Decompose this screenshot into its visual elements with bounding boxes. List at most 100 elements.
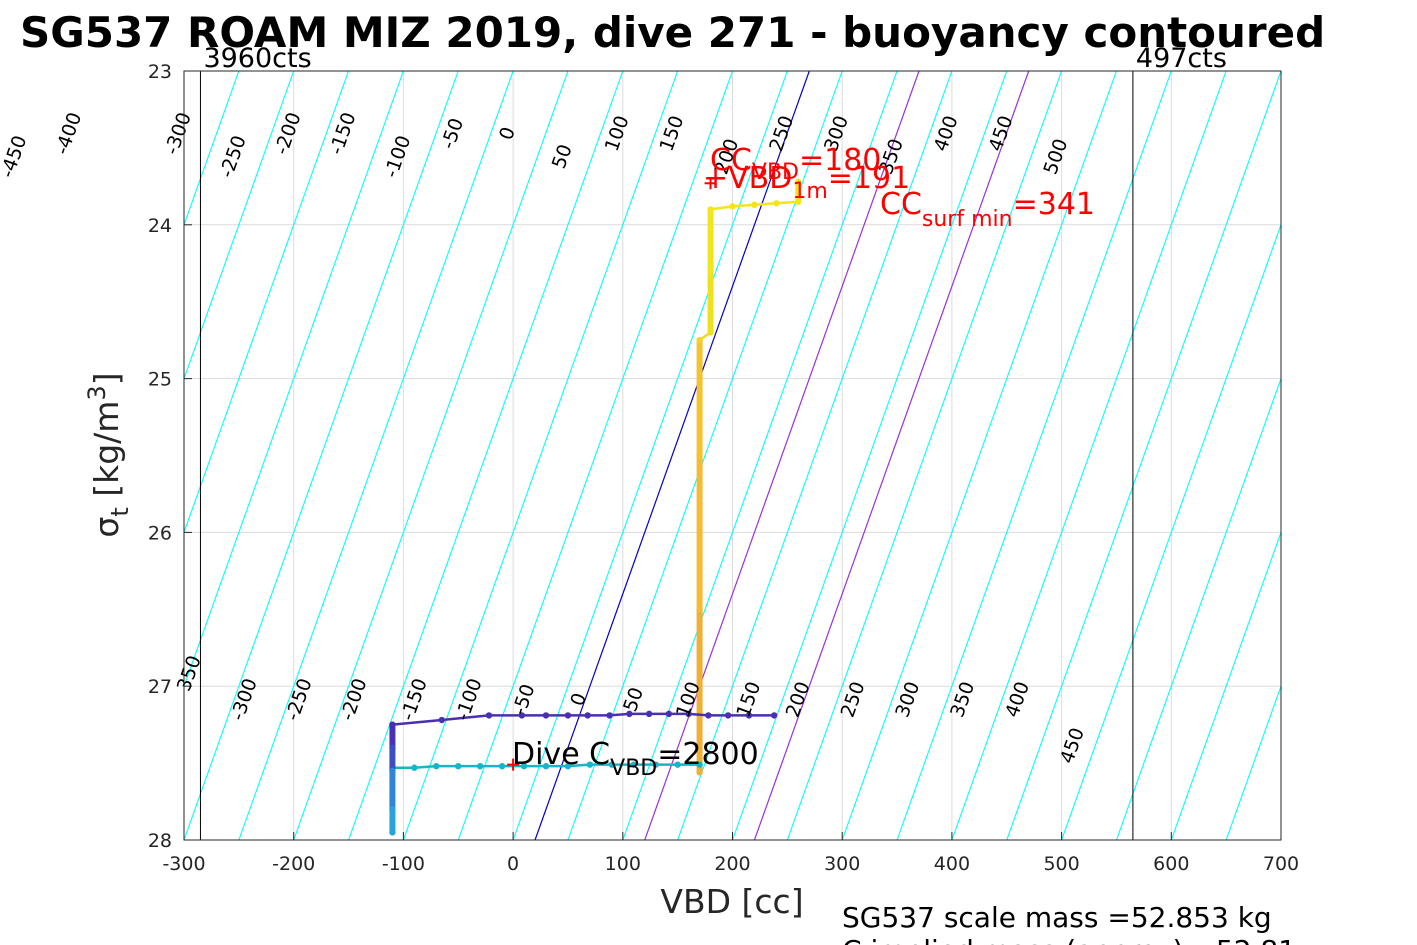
y-axis-label: σt [kg/m3]: [83, 372, 134, 537]
data-point: [745, 712, 753, 719]
data-point: [542, 762, 550, 770]
annotation-vbd-1m: +VBD1m=191: [703, 161, 910, 204]
data-point: [729, 203, 736, 210]
series-segment: [709, 205, 734, 211]
y-label-sigma: σ: [87, 517, 126, 538]
contour-line: [1170, 530, 1281, 840]
annotation-dive-cvbd: Dive CVBD=2800: [512, 737, 759, 781]
y-tick-label: 25: [148, 369, 172, 391]
data-point: [584, 712, 591, 719]
series-segment: [775, 200, 800, 205]
x-tick-label: -300: [162, 853, 205, 875]
data-point: [608, 761, 616, 768]
contour-line: [184, 71, 459, 840]
data-point: [389, 829, 396, 836]
data-point: [707, 329, 714, 336]
data-point: [685, 710, 692, 718]
contour-line: [786, 71, 1063, 840]
contour-line: [677, 71, 953, 840]
contour-line: [1006, 71, 1281, 840]
data-point: [630, 761, 637, 768]
x-tick-label: -100: [382, 853, 425, 875]
x-tick-label: 200: [714, 853, 750, 875]
x-tick-label: 600: [1153, 853, 1189, 875]
data-point: [485, 712, 493, 719]
data-point: [433, 762, 440, 770]
data-point: [696, 769, 703, 776]
annotation-cc-surf-min: CCsurf min=341: [880, 187, 1095, 232]
data-point: [542, 712, 550, 719]
x-tick-label: 700: [1263, 853, 1299, 875]
contour-line: [1115, 376, 1281, 840]
contour-line: [238, 71, 514, 840]
data-point: [751, 201, 758, 209]
contour-line: [348, 71, 624, 840]
data-point: [665, 710, 673, 718]
y-label-units: [kg/m: [87, 401, 126, 508]
buoyancy-contours: [184, 71, 1281, 840]
data-point: [520, 762, 528, 770]
series-segment: [608, 712, 631, 717]
data-point: [476, 762, 484, 770]
contour-line: [512, 71, 788, 840]
data-point: [564, 762, 572, 770]
data-point: [674, 761, 681, 768]
contour-line: [1061, 223, 1281, 840]
data-point: [586, 761, 594, 768]
data-point: [696, 606, 703, 613]
y-tick-label: 26: [148, 522, 172, 544]
contour-line: [896, 71, 1172, 840]
contour-line: [184, 71, 404, 688]
reference-line-cc-surf-min: [753, 71, 1030, 840]
series-segment: [391, 718, 444, 726]
y-tick-label: 28: [148, 830, 172, 852]
series-segment: [440, 714, 491, 722]
annotation-cc-vbd: CCVBD=180: [710, 143, 881, 185]
data-point: [724, 712, 732, 719]
x-tick-label: 0: [507, 853, 519, 875]
data-point: [707, 206, 714, 213]
data-point: [455, 762, 462, 770]
contour-line: [457, 71, 734, 840]
x-tick-label: 100: [605, 853, 641, 875]
data-point: [696, 452, 703, 459]
contour-line: [841, 71, 1117, 840]
y-axis-ticks: 23 24 25 26 27 28: [148, 61, 192, 852]
data-point: [498, 762, 506, 770]
y-label-sub: t: [106, 507, 134, 516]
data-point: [773, 200, 780, 207]
series-segment: [687, 712, 710, 717]
y-tick-label: 27: [148, 676, 172, 698]
data-point: [389, 806, 396, 813]
data-point: [795, 198, 802, 205]
x-tick-label: -200: [272, 853, 315, 875]
data-point: [696, 761, 703, 768]
y-tick-label: 23: [148, 61, 172, 83]
data-point: [389, 767, 396, 774]
chart-title: SG537 ROAM MIZ 2019, dive 271 - buoyancy…: [20, 8, 1325, 57]
y-label-close: ]: [87, 372, 126, 385]
contour-line: [731, 71, 1008, 840]
data-point: [705, 712, 712, 719]
data-point: [389, 744, 396, 751]
data-point: [606, 712, 613, 719]
data-point: [707, 267, 714, 275]
contour-line: [184, 71, 240, 227]
contour-line: [184, 71, 295, 381]
x-tick-label: 400: [934, 853, 970, 875]
reference-line-c-vbd: [534, 71, 810, 840]
data-point: [770, 712, 778, 719]
series-segment: [731, 203, 756, 208]
footer-scale-mass: SG537 scale mass =52.853 kg: [842, 901, 1272, 934]
y-label-sup: 3: [83, 385, 111, 400]
contour-line: [951, 71, 1227, 840]
series-segment: [566, 763, 592, 768]
contour-line: [184, 71, 350, 535]
x-tick-label: 300: [824, 853, 860, 875]
data-point: [696, 336, 703, 344]
series-segment: [753, 202, 778, 207]
dive-series: [389, 177, 802, 836]
data-point: [518, 712, 526, 719]
data-point: [645, 710, 653, 718]
footer-implied-mass: C implied mass (approx) =52.81: [842, 934, 1296, 945]
